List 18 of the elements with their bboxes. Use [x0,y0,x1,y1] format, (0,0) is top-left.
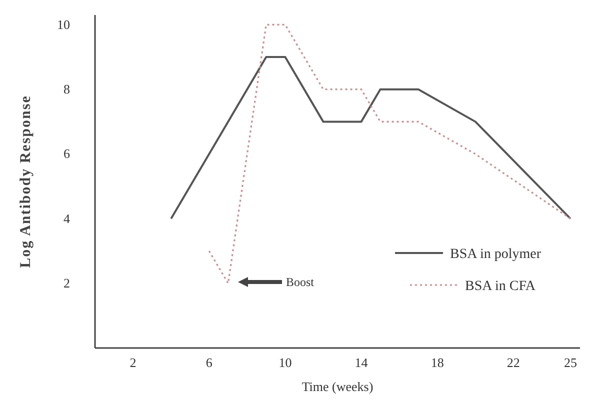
x-tick-label: 18 [430,355,444,370]
y-tick-label: 8 [64,82,70,97]
annotation: Boost [286,275,315,289]
legend-label: BSA in polymer [450,247,542,262]
y-tick-label: 6 [64,146,70,162]
x-tick-label: 2 [130,355,136,370]
x-tick-label: 6 [206,355,213,370]
y-tick-label: 2 [64,276,70,290]
x-tick-label: 25 [564,355,577,370]
x-tick-label: 14 [354,355,368,370]
x-tick-label: 10 [278,355,292,370]
y-tick-label: 10 [57,16,70,32]
x-tick-label: 22 [506,355,520,370]
legend-label: BSA in CFA [465,279,536,294]
y-tick-label: 4 [64,210,70,226]
x-axis-title: Time (weeks) [302,379,374,394]
y-axis-title: Log Antibody Response [18,95,34,268]
line-series [170,56,572,220]
